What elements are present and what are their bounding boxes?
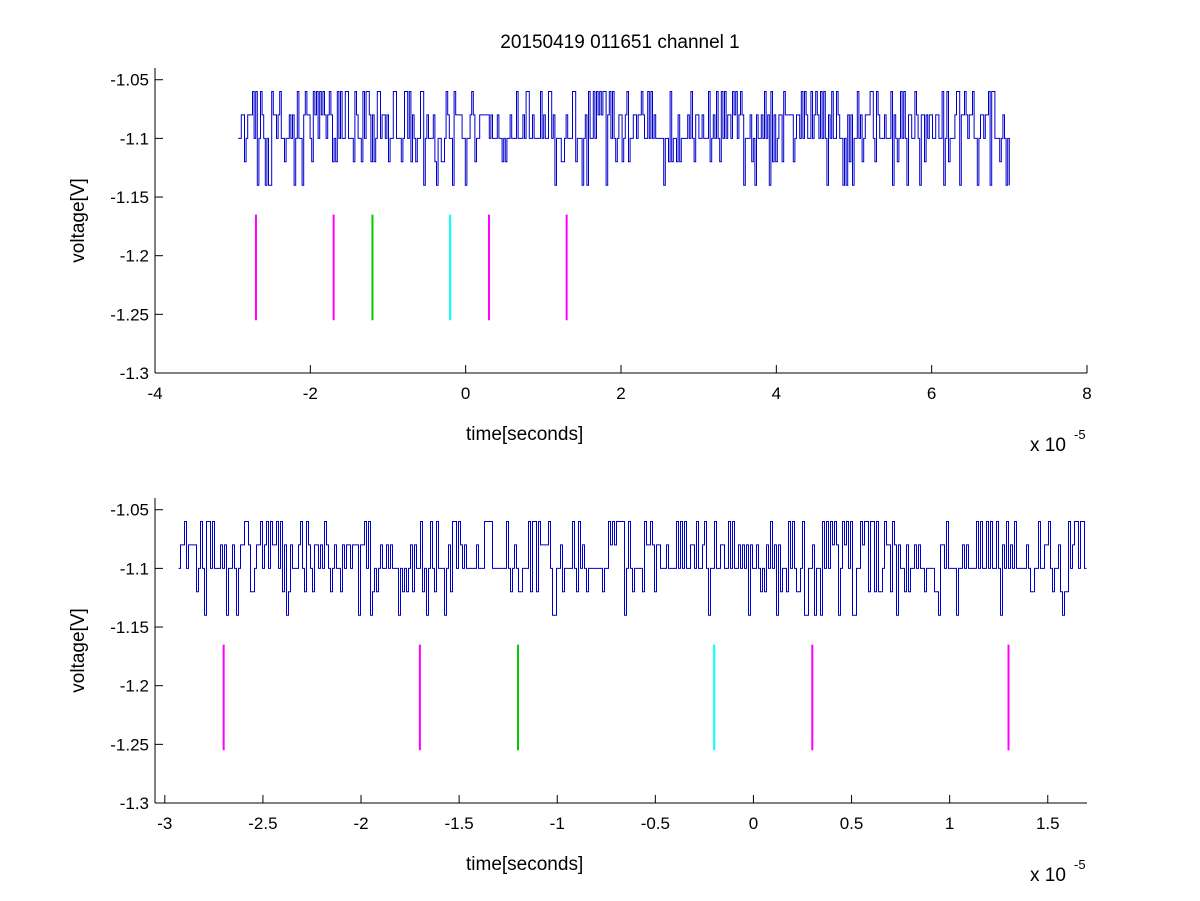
x-axis-label: time[seconds]: [466, 424, 583, 445]
x-multiplier-exponent: -5: [1074, 427, 1086, 442]
x-tick-label: -0.5: [641, 814, 670, 833]
y-tick-label: -1.15: [110, 188, 149, 207]
bottom-axes: -3 -2.5 -2 -1.5 -1 -0.5 0 0.5 1 1.5 -1.3 -1.25 -1.2 -…: [68, 498, 1087, 886]
x-multiplier-label: x 10: [1030, 435, 1066, 456]
signal-series-line: [178, 521, 1087, 616]
x-tick-label: -3: [157, 814, 172, 833]
y-tick-label: -1.25: [110, 305, 149, 324]
x-tick-label: 1: [945, 814, 954, 833]
x-tick-label: 0: [749, 814, 758, 833]
y-tick-label: -1.1: [120, 129, 149, 148]
y-tick-label: -1.05: [110, 71, 149, 90]
top-axes: -4 -2 0 2 4 6 8 -1.3 -1.25 -1.2 -1.15 -1.1 -1.05 time…: [68, 68, 1092, 456]
x-tick-label: 8: [1082, 384, 1091, 403]
x-tick-label: -2.5: [248, 814, 277, 833]
y-tick-label: -1.2: [120, 247, 149, 266]
y-tick-label: -1.05: [110, 501, 149, 520]
signal-series-line: [238, 91, 1010, 186]
x-tick-label: -1.5: [444, 814, 473, 833]
x-tick-label: 0: [461, 384, 470, 403]
x-tick-label: -2: [303, 384, 318, 403]
x-tick-label: 2: [616, 384, 625, 403]
x-tick-label: 6: [927, 384, 936, 403]
x-tick-label: 0.5: [840, 814, 864, 833]
x-axis-label: time[seconds]: [466, 854, 583, 875]
y-tick-label: -1.15: [110, 618, 149, 637]
x-tick-label: -4: [147, 384, 162, 403]
x-tick-label: -1: [550, 814, 565, 833]
y-axis-label: voltage[V]: [68, 178, 89, 263]
y-tick-label: -1.2: [120, 677, 149, 696]
x-tick-label: 4: [772, 384, 781, 403]
y-tick-label: -1.3: [120, 364, 149, 383]
figure-title: 20150419 011651 channel 1: [500, 32, 740, 53]
y-tick-label: -1.1: [120, 559, 149, 578]
x-tick-label: -2: [353, 814, 368, 833]
x-multiplier-exponent: -5: [1074, 857, 1086, 872]
y-tick-label: -1.25: [110, 735, 149, 754]
y-tick-label: -1.3: [120, 794, 149, 813]
x-multiplier-label: x 10: [1030, 865, 1066, 886]
y-axis-label: voltage[V]: [68, 608, 89, 693]
x-tick-label: 1.5: [1036, 814, 1060, 833]
